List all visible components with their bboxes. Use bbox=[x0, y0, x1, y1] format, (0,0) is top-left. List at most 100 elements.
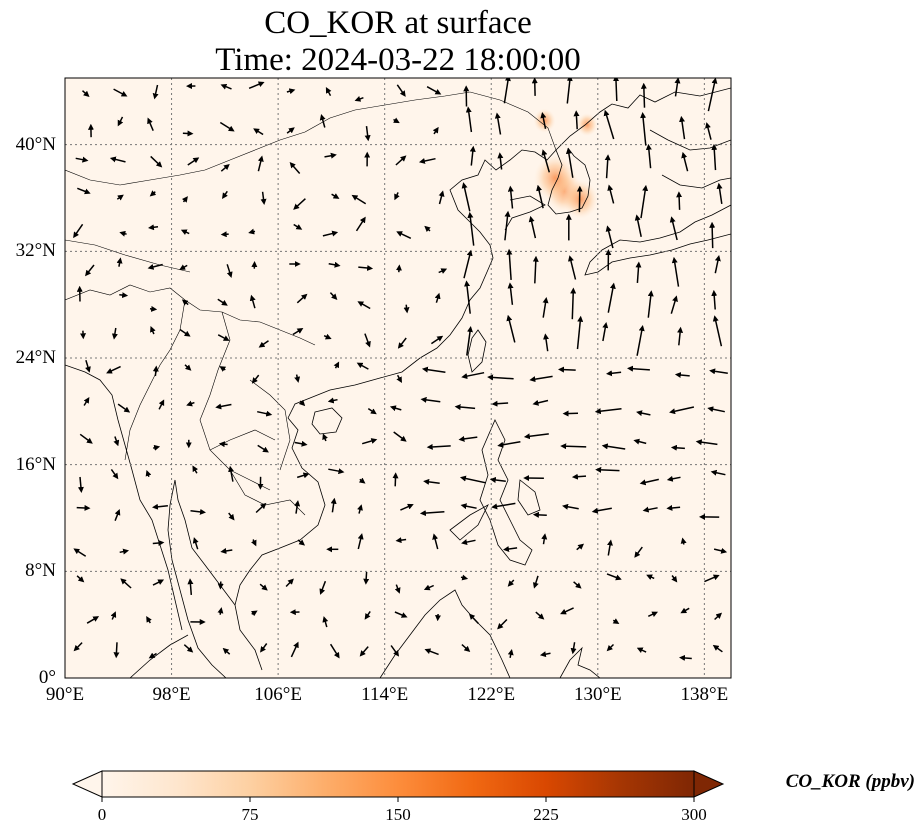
wind-arrow bbox=[183, 644, 194, 653]
wind-arrow bbox=[296, 472, 310, 479]
wind-arrow bbox=[294, 374, 301, 383]
wind-arrow bbox=[116, 194, 124, 201]
wind-arrow bbox=[461, 371, 485, 380]
wind-arrow bbox=[257, 410, 273, 417]
wind-arrow bbox=[187, 578, 194, 595]
wind-arrow bbox=[604, 154, 611, 179]
wind-arrow bbox=[487, 374, 514, 381]
wind-arrow bbox=[612, 618, 620, 624]
wind-arrow bbox=[363, 571, 370, 585]
wind-arrow bbox=[507, 282, 514, 305]
wind-arrow bbox=[420, 396, 441, 403]
lon-label-114e: 114°E bbox=[361, 684, 409, 705]
wind-arrow bbox=[712, 644, 723, 653]
wind-arrow bbox=[330, 497, 337, 513]
wind-arrow bbox=[192, 537, 199, 550]
wind-arrow bbox=[494, 112, 502, 135]
wind-arrow bbox=[179, 328, 191, 337]
wind-arrow bbox=[361, 438, 378, 445]
wind-arrow bbox=[181, 299, 189, 306]
wind-arrow bbox=[506, 314, 516, 343]
wind-arrow bbox=[645, 143, 652, 169]
wind-arrow bbox=[635, 261, 642, 283]
wind-arrow bbox=[640, 184, 649, 219]
wind-arrow bbox=[248, 228, 256, 235]
wind-arrow bbox=[322, 433, 328, 442]
lat-label-24n: 24°N bbox=[15, 347, 56, 368]
wind-arrow bbox=[424, 648, 439, 656]
wind-arrow bbox=[532, 511, 547, 518]
wind-arrow bbox=[602, 321, 609, 342]
wind-arrow bbox=[634, 546, 643, 558]
wind-arrow bbox=[324, 152, 337, 159]
wind-arrow bbox=[325, 87, 332, 97]
wind-arrow bbox=[528, 215, 537, 239]
wind-arrow bbox=[187, 157, 200, 166]
wind-arrow bbox=[215, 403, 232, 410]
wind-arrow bbox=[489, 476, 506, 483]
wind-arrow bbox=[75, 156, 89, 163]
map-title: CO_KOR at surface bbox=[264, 5, 532, 41]
wind-arrow bbox=[666, 475, 681, 482]
wind-arrow bbox=[73, 223, 84, 239]
wind-arrow bbox=[397, 337, 407, 349]
wind-arrow bbox=[497, 618, 508, 630]
wind-arrow bbox=[286, 88, 296, 95]
wind-arrow bbox=[217, 334, 230, 341]
wind-arrow bbox=[251, 374, 260, 384]
wind-arrow bbox=[467, 211, 475, 246]
wind-arrow bbox=[228, 465, 234, 482]
wind-arrow bbox=[152, 579, 165, 586]
wind-arrow bbox=[114, 509, 121, 521]
wind-arrow bbox=[423, 478, 440, 485]
wind-arrow bbox=[217, 298, 228, 306]
wind-arrow bbox=[639, 478, 659, 486]
wind-arrow bbox=[73, 642, 83, 652]
wind-arrow bbox=[255, 502, 267, 514]
wind-arrow bbox=[468, 613, 479, 625]
wind-arrow bbox=[109, 156, 126, 163]
wind-arrow bbox=[674, 372, 690, 378]
wind-arrow bbox=[695, 439, 718, 446]
wind-arrow bbox=[636, 324, 645, 356]
wind-arrow bbox=[248, 81, 265, 89]
lon-label-98e: 98°E bbox=[152, 684, 191, 705]
wind-arrow bbox=[497, 440, 521, 448]
wind-arrow bbox=[333, 361, 340, 369]
wind-arrow bbox=[532, 575, 539, 589]
wind-arrow bbox=[331, 193, 340, 199]
wind-arrow bbox=[535, 611, 545, 620]
wind-arrow bbox=[636, 647, 647, 653]
wind-arrow bbox=[146, 616, 152, 624]
wind-arrow bbox=[669, 406, 695, 415]
wind-arrow bbox=[150, 155, 163, 168]
wind-arrow bbox=[395, 155, 407, 166]
wind-arrow bbox=[110, 468, 119, 480]
wind-arrow bbox=[367, 407, 377, 415]
colorbar-tick-225: 225 bbox=[533, 805, 559, 824]
wind-arrow bbox=[507, 648, 514, 658]
wind-arrow bbox=[355, 216, 366, 232]
wind-arrow bbox=[403, 304, 410, 314]
wind-arrow bbox=[251, 539, 257, 547]
wind-arrow bbox=[253, 128, 264, 136]
map-timestamp: Time: 2024-03-22 18:00:00 bbox=[215, 42, 581, 78]
wind-arrow bbox=[566, 78, 573, 104]
wind-arrow bbox=[395, 537, 407, 544]
wind-arrow bbox=[113, 436, 120, 447]
wind-arrow bbox=[539, 651, 551, 658]
wind-arrow bbox=[576, 543, 584, 551]
wind-arrow bbox=[607, 282, 616, 313]
wind-arrow bbox=[357, 533, 364, 550]
wind-arrow bbox=[503, 78, 511, 104]
wind-arrow bbox=[119, 548, 130, 555]
wind-arrow bbox=[454, 404, 476, 411]
lat-label-8n: 8°N bbox=[25, 560, 56, 582]
wind-arrow bbox=[400, 503, 414, 511]
wind-arrow bbox=[260, 643, 268, 653]
wind-arrow bbox=[81, 90, 90, 98]
wind-arrow bbox=[465, 106, 473, 133]
wind-arrow bbox=[640, 82, 647, 108]
wind-arrow bbox=[543, 333, 549, 352]
wind-arrow bbox=[536, 184, 544, 209]
